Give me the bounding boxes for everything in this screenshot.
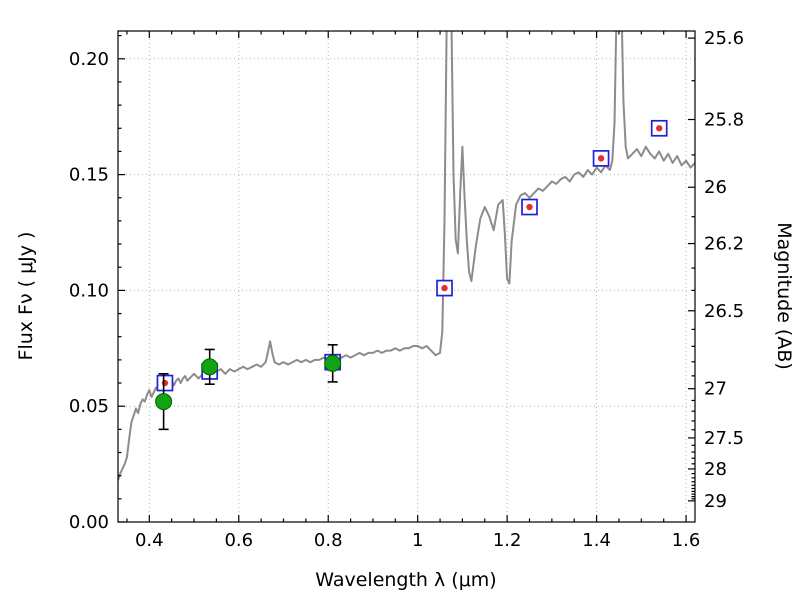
y-tick-label-left: 0.00: [69, 512, 109, 533]
y-tick-label-right: 27: [704, 379, 727, 400]
y-axis-label-left: Flux Fν ( μJy ): [15, 232, 37, 361]
y-axis-label-right: Magnitude (AB): [773, 222, 795, 370]
x-tick-label: 1.4: [582, 530, 611, 551]
y-tick-label-left: 0.10: [69, 280, 109, 301]
model-dot-marker: [656, 125, 663, 132]
observed-circle-marker: [324, 354, 342, 372]
x-tick-label: 1: [412, 530, 423, 551]
axis-ticks: [118, 31, 695, 523]
x-tick-labels: 0.4 0.6 0.8 1 1.2 1.4 1.6: [135, 530, 700, 551]
y-tick-label-left: 0.20: [69, 49, 109, 70]
x-axis-label: Wavelength λ (μm): [315, 569, 496, 591]
x-tick-label: 1.6: [672, 530, 701, 551]
y-tick-label-left: 0.15: [69, 165, 109, 186]
model-dot-marker: [597, 155, 605, 162]
observed-circle-marker: [155, 393, 173, 411]
y-tick-label-right: 26.5: [704, 301, 744, 322]
model-dot-marker: [441, 284, 448, 292]
observed-circle-marker: [201, 358, 219, 376]
x-tick-label: 1.2: [493, 530, 522, 551]
spectrum-line: [118, 31, 695, 481]
y-tick-label-right: 25.6: [704, 28, 744, 49]
y-tick-label-left: 0.05: [69, 396, 109, 417]
plot-border: [117, 30, 696, 523]
model-dot-marker: [526, 203, 533, 211]
y-tick-label-right: 26: [704, 177, 727, 198]
x-tick-label: 0.6: [224, 530, 253, 551]
y-tick-label-right: 28: [704, 459, 727, 480]
y-tick-label-right: 25.8: [704, 110, 744, 131]
observed-photometry-markers: [155, 354, 342, 411]
y-tick-labels-right: 25.6 25.8 26 26.2 26.5 27 27.5 28 29: [704, 28, 744, 512]
gridlines: [118, 31, 695, 522]
y-tick-label-right: 27.5: [704, 428, 744, 449]
y-tick-label-right: 26.2: [704, 234, 744, 255]
model-dot-marker: [161, 379, 169, 387]
y-tick-labels-left: 0.00 0.05 0.10 0.15 0.20: [69, 49, 109, 533]
x-tick-label: 0.8: [314, 530, 343, 551]
y-tick-label-right: 29: [704, 491, 727, 512]
x-tick-label: 0.4: [135, 530, 164, 551]
